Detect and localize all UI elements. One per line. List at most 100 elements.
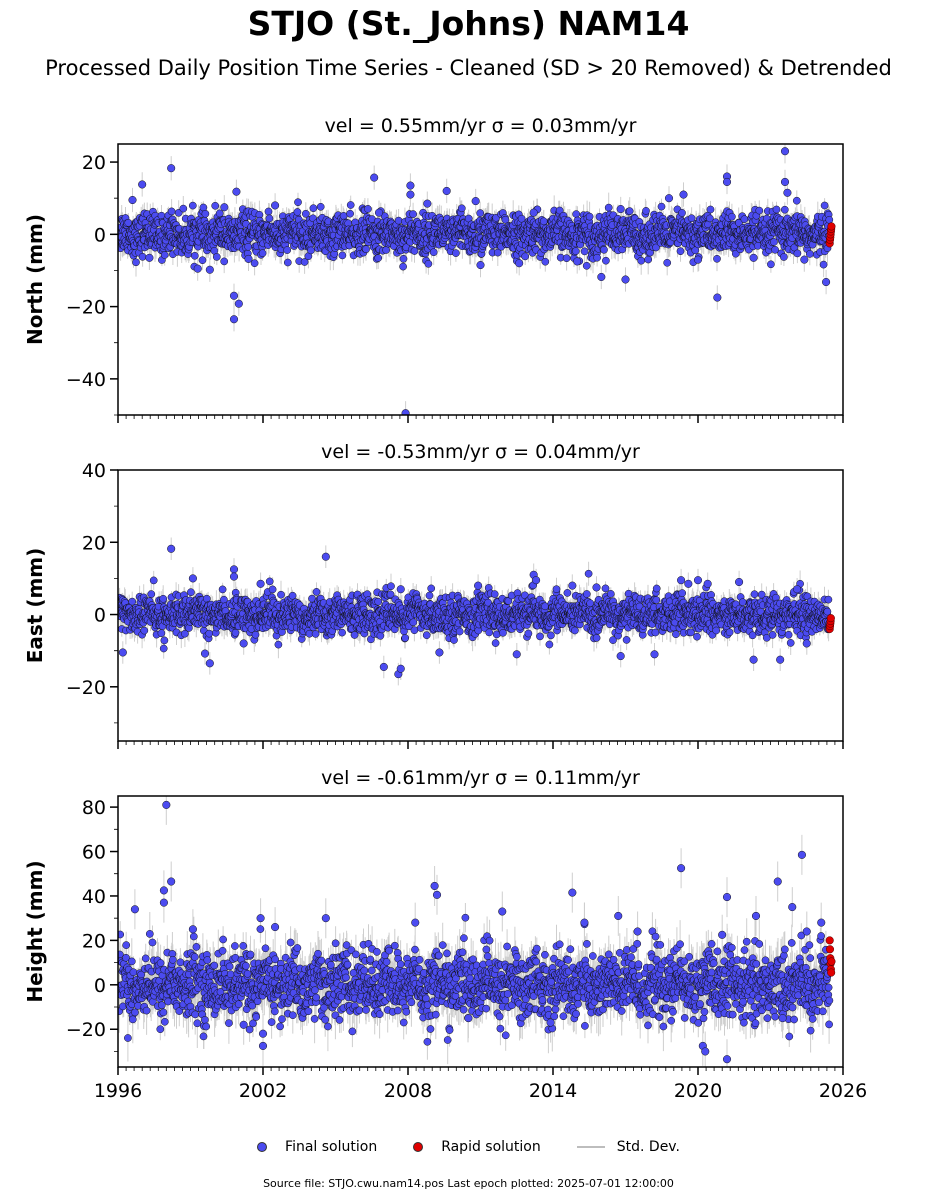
data-points-east (118, 537, 835, 686)
final-point (167, 544, 176, 553)
final-point (562, 254, 571, 263)
rapid-point (827, 222, 836, 231)
final-point (145, 253, 154, 262)
final-point (442, 186, 451, 196)
final-point (644, 255, 653, 264)
final-point (387, 582, 395, 591)
final-point (229, 315, 239, 324)
final-point (805, 250, 814, 258)
final-point (452, 249, 460, 257)
final-point (423, 199, 432, 208)
final-point (200, 649, 210, 658)
final-point (435, 648, 444, 657)
final-point (772, 205, 781, 214)
final-point (138, 252, 147, 261)
final-point (410, 626, 419, 635)
final-point (749, 655, 758, 664)
panel-title-east: vel = -0.53mm/yr σ = 0.04mm/yr (321, 441, 640, 463)
final-point (616, 204, 625, 214)
final-point (220, 203, 229, 212)
final-point (160, 1017, 169, 1026)
final-point (512, 650, 521, 659)
final-point (625, 207, 634, 215)
final-point (819, 260, 828, 269)
final-point (258, 249, 267, 258)
final-point (188, 201, 197, 210)
final-point (792, 196, 801, 205)
final-point (602, 256, 610, 265)
final-point (256, 579, 265, 588)
y-axis-label-north: North (mm) (23, 214, 47, 345)
final-point (198, 256, 207, 265)
final-point (271, 201, 280, 210)
final-point (793, 585, 802, 594)
final-point (399, 254, 408, 263)
final-point (678, 209, 686, 217)
final-point (552, 585, 561, 594)
final-point (190, 251, 199, 260)
final-point (572, 210, 581, 218)
final-point (597, 272, 606, 282)
final-point (677, 576, 686, 585)
final-point (232, 187, 241, 196)
final-point (780, 205, 789, 214)
final-point (229, 565, 239, 574)
axes-frame-north (117, 143, 844, 416)
final-point (490, 590, 499, 598)
final-point (539, 217, 548, 226)
final-point (793, 249, 802, 258)
final-point (220, 257, 229, 266)
final-point (225, 962, 234, 971)
final-point (219, 935, 227, 944)
final-point (167, 207, 176, 216)
final-point (678, 589, 687, 597)
final-point (250, 259, 259, 268)
final-point (429, 248, 438, 257)
final-point (529, 208, 538, 217)
final-point (362, 245, 370, 254)
final-point (283, 258, 292, 267)
final-point (157, 1001, 166, 1010)
final-point (776, 655, 785, 664)
final-point (211, 201, 220, 210)
final-point (145, 930, 154, 938)
final-point (474, 581, 483, 590)
final-point (664, 194, 674, 203)
final-point (585, 212, 594, 221)
y-tick-label: 0 (94, 605, 106, 627)
final-point (268, 585, 277, 594)
final-point (210, 961, 219, 970)
data-points-height (118, 796, 836, 1067)
final-point (128, 1015, 137, 1024)
final-point (140, 626, 149, 635)
final-point (189, 932, 198, 941)
final-point (129, 968, 138, 977)
final-point (203, 956, 212, 964)
final-point (128, 597, 137, 606)
y-tick-label: 0 (94, 224, 106, 246)
final-point (138, 180, 147, 189)
final-point (293, 208, 302, 216)
final-point (396, 664, 405, 673)
y-tick-label: −40 (66, 369, 106, 391)
y-tick-label: −20 (66, 677, 106, 699)
rapid-point (826, 614, 835, 623)
final-point (231, 942, 239, 950)
final-point (406, 190, 415, 199)
final-point (820, 201, 829, 210)
final-point (499, 628, 507, 637)
final-point (147, 590, 156, 598)
final-point (338, 628, 346, 637)
final-point (406, 181, 415, 190)
final-point (261, 944, 270, 953)
final-point (243, 969, 252, 978)
final-point (201, 1016, 209, 1024)
final-point (780, 253, 788, 261)
final-point (582, 261, 591, 270)
final-point (725, 628, 734, 637)
final-point (321, 552, 330, 561)
final-point (580, 247, 589, 256)
